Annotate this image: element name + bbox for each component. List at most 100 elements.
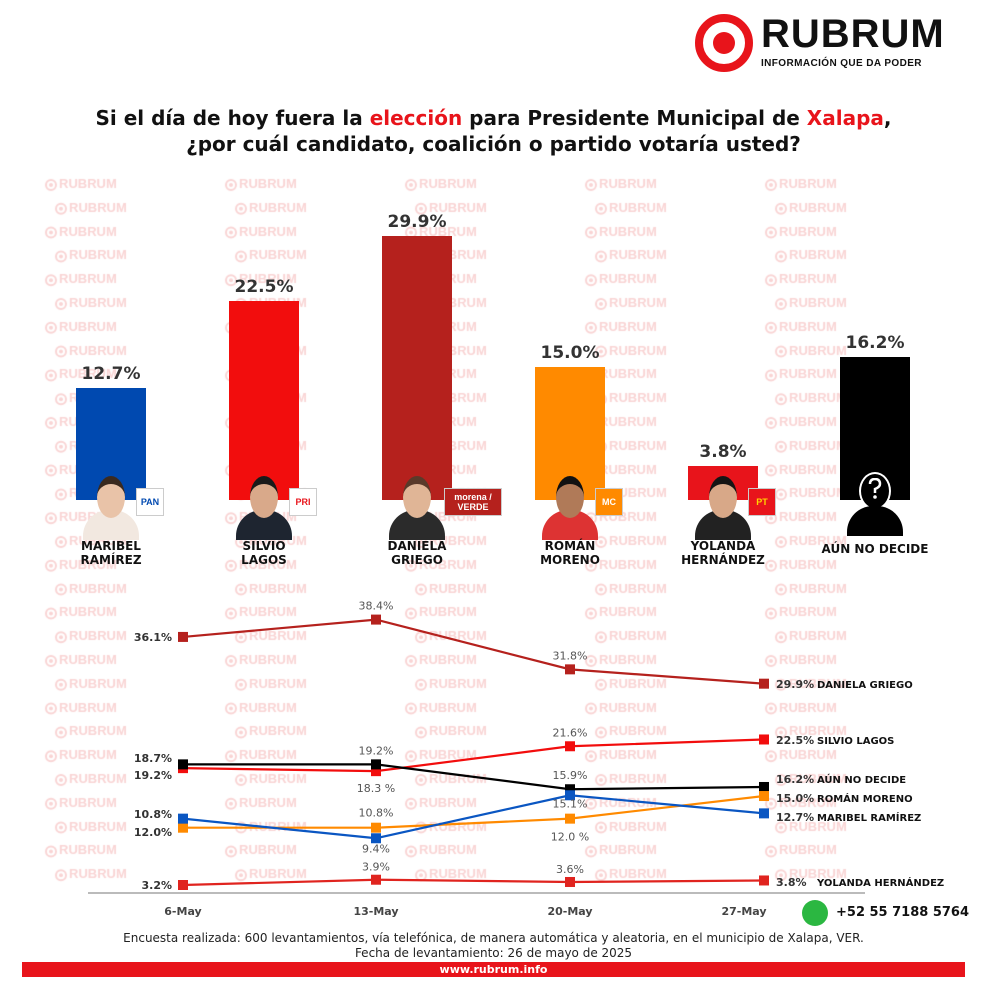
series-line (183, 794, 765, 829)
data-point (759, 875, 769, 886)
phone-number: +52 55 7188 5764 (836, 905, 970, 920)
question-mark-icon (868, 478, 882, 499)
candidate-name-line: SILVIO (242, 539, 286, 553)
bar-value-label: 16.2% (845, 332, 905, 353)
candidate-name: AÚN NO DECIDE (810, 542, 940, 556)
data-point (178, 822, 188, 833)
party-logo-icon: PRI (289, 488, 317, 516)
candidate-name: YOLANDA HERNÁNDEZ (658, 539, 788, 567)
x-tick-label: 13-May (353, 905, 398, 918)
data-label: 3.8% (776, 876, 807, 889)
logo-text: RUBRUM (761, 12, 945, 56)
data-point (178, 759, 188, 770)
data-label: 3.6% (556, 863, 584, 876)
title-highlight: elección (369, 106, 463, 130)
candidate-name-line: MARIBEL (81, 539, 141, 553)
candidate-name-line: YOLANDA (690, 539, 756, 553)
data-label: 3.9% (362, 861, 390, 874)
candidate-name-line: DANIELA (387, 539, 447, 553)
data-point (759, 781, 769, 792)
title-part: , (883, 106, 892, 130)
data-point (565, 784, 575, 795)
series-name-label: AÚN NO DECIDE (817, 773, 906, 786)
candidate-photo (79, 470, 143, 540)
candidate-name-line: HERNÁNDEZ (681, 553, 765, 567)
logo-ring-icon (695, 14, 753, 72)
candidate-photo (232, 470, 296, 540)
data-label: 36.1% (134, 631, 172, 644)
data-label: 12.0% (134, 826, 172, 839)
candidate-name-line: AÚN NO DECIDE (821, 542, 929, 556)
data-point (565, 664, 575, 675)
data-label: 12.0 % (551, 831, 589, 844)
title-part: Si el día de hoy fuera la (95, 106, 370, 130)
candidate-name-line: LAGOS (241, 553, 287, 567)
x-tick-label: 27-May (721, 905, 766, 918)
candidate-name-line: MORENO (540, 553, 600, 567)
data-label: 29.9% (776, 678, 814, 691)
data-label: 18.3 % (357, 782, 395, 795)
data-point (371, 822, 381, 833)
data-point (759, 734, 769, 745)
whatsapp-icon (802, 900, 828, 926)
data-point (371, 766, 381, 777)
data-point (178, 880, 188, 890)
series-name-label: DANIELA GRIEGO (817, 680, 913, 691)
data-point (178, 631, 188, 642)
data-point (371, 874, 381, 885)
bar-value-label: 29.9% (387, 211, 447, 232)
data-point (565, 813, 575, 824)
data-label: 15.0% (776, 792, 814, 805)
survey-note: Encuesta realizada: 600 levantamientos, … (123, 931, 864, 945)
series-line (183, 763, 765, 791)
title-highlight: Xalapa (806, 106, 884, 130)
data-label: 16.2% (776, 773, 814, 786)
x-tick-label: 6-May (164, 905, 201, 918)
rubrum-logo: RUBRUM INFORMACIÓN QUE DA PODER (695, 12, 960, 72)
data-label: 31.8% (553, 649, 588, 662)
candidate-name-line: ROMÁN (544, 539, 596, 553)
bar-value-label: 15.0% (540, 343, 600, 364)
candidate-photo (385, 470, 449, 540)
data-point (565, 741, 575, 752)
data-label: 19.2% (134, 769, 172, 782)
website-link[interactable]: www.rubrum.info (22, 962, 965, 977)
bar (382, 235, 452, 500)
data-label: 15.1% (553, 797, 588, 810)
survey-date: Fecha de levantamiento: 26 de mayo de 20… (354, 946, 633, 960)
party-logo-icon: morena / VERDE (444, 488, 502, 516)
data-label: 10.8% (359, 807, 394, 820)
candidate-photo (538, 470, 602, 540)
bar-value-label: 12.7% (81, 363, 141, 384)
data-point (759, 808, 769, 819)
data-point (178, 813, 188, 824)
series-line (182, 618, 765, 685)
series-name-label: ROMÁN MORENO (817, 792, 913, 805)
data-label: 22.5% (776, 734, 814, 747)
candidate-name-line: RAMÍREZ (80, 553, 142, 567)
series-line (182, 794, 765, 840)
data-label: 38.4% (359, 600, 394, 613)
data-label: 12.7% (776, 811, 814, 824)
data-label: 19.2% (359, 744, 394, 757)
unknown-person-icon (843, 466, 907, 536)
bar (229, 301, 299, 500)
chart-title-line1: Si el día de hoy fuera la elección para … (0, 106, 987, 130)
bar-value-label: 3.8% (699, 442, 747, 463)
candidate-name: SILVIO LAGOS (199, 539, 329, 567)
bar-value-label: 22.5% (234, 277, 294, 298)
title-part: para Presidente Municipal de (462, 106, 807, 130)
party-logo-icon: MC (595, 488, 623, 516)
series-line (182, 738, 765, 773)
data-point (565, 790, 575, 801)
data-point (371, 614, 381, 625)
logo-dot-icon (713, 32, 735, 54)
data-label: 18.7% (134, 752, 172, 765)
candidate-name: ROMÁN MORENO (505, 539, 635, 567)
data-point (759, 678, 769, 689)
data-label: 21.6% (553, 726, 588, 739)
x-tick-label: 20-May (547, 905, 592, 918)
data-point (759, 791, 769, 802)
chart-title-line2: ¿por cuál candidato, coalición o partido… (186, 132, 801, 156)
candidate-photo (691, 470, 755, 540)
